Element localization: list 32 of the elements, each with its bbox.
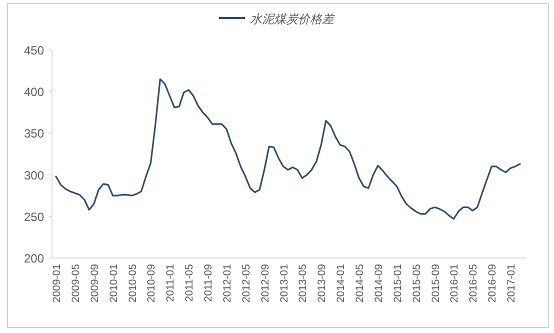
y-tick-label: 300: [24, 168, 44, 182]
x-tick-label: 2014-09: [372, 264, 385, 303]
x-tick-label: 2012-05: [240, 264, 252, 303]
x-tick-label: 2013-01: [278, 264, 290, 303]
x-tick-label: 2013-09: [316, 264, 328, 303]
x-tick-label: 2010-05: [126, 264, 139, 303]
x-tick-label: 2011-09: [202, 264, 215, 302]
x-tick-label: 2017-01: [506, 264, 518, 303]
x-tick-label: 2010-01: [108, 264, 120, 303]
y-tick-label: 250: [24, 210, 44, 224]
x-tick-label: 2012-01: [221, 264, 234, 303]
y-tick-label: 450: [24, 44, 44, 58]
y-tick-label: 200: [24, 252, 44, 266]
x-tick-label: 2013-05: [297, 264, 310, 303]
x-tick-label: 2009-01: [51, 264, 63, 303]
x-tick-label: 2011-01: [164, 264, 177, 302]
x-tick-label: 2015-09: [430, 264, 442, 303]
x-tick-label: 2009-09: [88, 264, 101, 303]
x-tick-label: 2010-09: [146, 264, 158, 303]
x-tick-label: 2014-05: [354, 264, 366, 303]
x-tick-label: 2015-05: [410, 264, 423, 303]
x-tick-label: 2012-09: [259, 264, 272, 303]
legend-label: 水泥煤炭价格差: [250, 12, 336, 26]
x-tick-label: 2014-01: [335, 264, 348, 303]
y-tick-label: 400: [24, 85, 44, 100]
x-tick-label: 2015-01: [392, 264, 404, 303]
y-tick-label: 350: [24, 126, 44, 141]
x-tick-label: 2016-09: [486, 264, 499, 303]
x-tick-label: 2016-05: [468, 264, 480, 303]
x-tick-label: 2016-01: [448, 264, 461, 303]
x-tick-label: 2011-05: [184, 264, 196, 302]
x-tick-label: 2009-05: [70, 264, 82, 303]
